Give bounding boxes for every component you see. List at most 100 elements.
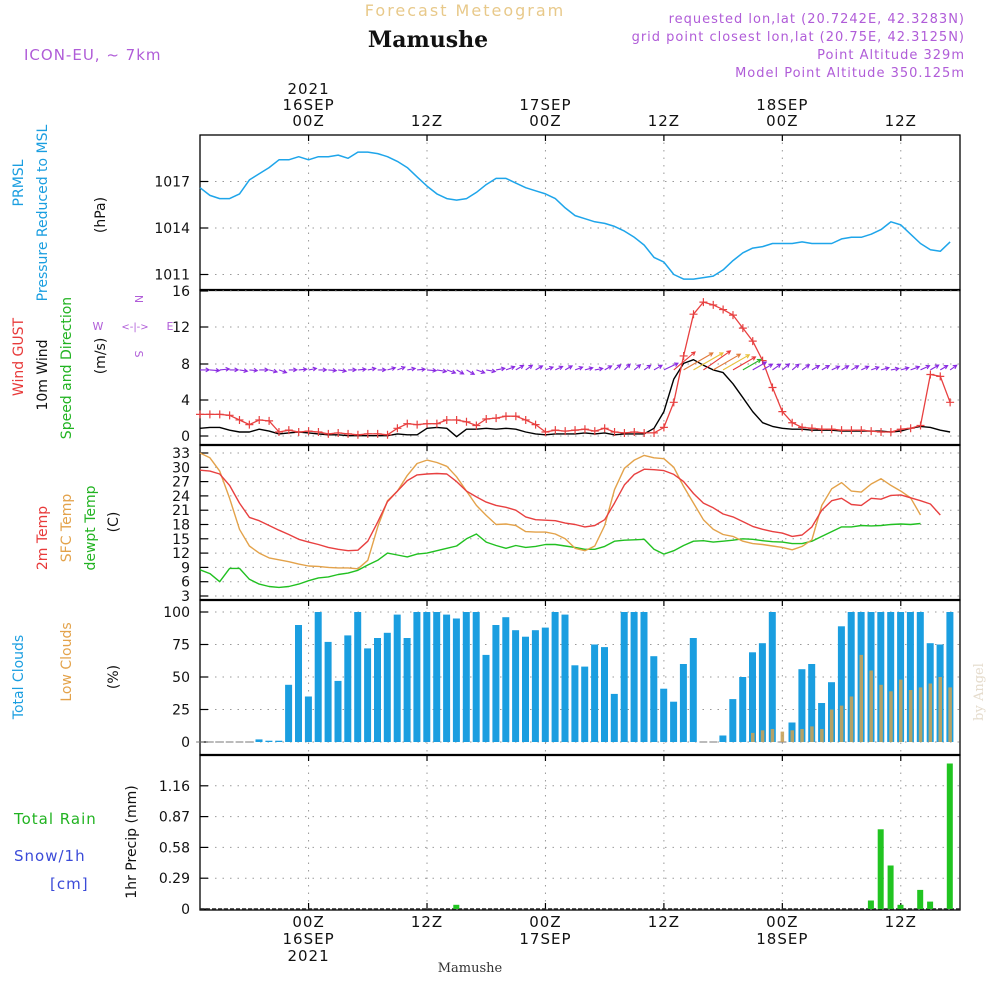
wind-gust-marker — [501, 412, 510, 421]
wind-direction-arrow — [683, 352, 714, 371]
wind-direction-arrow — [249, 367, 259, 373]
total-cloud-bar — [512, 630, 520, 742]
total-cloud-bar — [383, 632, 391, 742]
wind-direction-arrow — [496, 366, 506, 372]
time-label-bottom: 00Z — [529, 913, 561, 931]
wind-gust-marker — [304, 427, 313, 436]
wind-gust-marker — [245, 420, 254, 429]
rain-bar — [453, 904, 460, 909]
wind-direction-arrow — [732, 356, 757, 371]
total-cloud-bar — [749, 652, 756, 742]
axis-ticks: 1011101410170481216369121518212427303302… — [154, 135, 902, 918]
total-cloud-bar — [916, 612, 924, 742]
total-cloud-bar — [255, 739, 263, 742]
low-cloud-bar — [879, 684, 883, 742]
wind-direction-arrow — [515, 364, 525, 371]
wind-direction-arrow — [811, 365, 821, 371]
wind-gust-marker — [590, 427, 599, 436]
precip-axis-label: 1hr Precip (mm) — [124, 785, 140, 898]
wind-gust-marker — [442, 415, 451, 424]
wind-gust-marker — [669, 398, 678, 407]
wind-gust-marker — [334, 428, 343, 437]
compass-east: E — [167, 320, 174, 333]
time-label-top: 00Z — [292, 112, 324, 130]
wind-gust-marker — [196, 410, 204, 419]
clouds-ytick-label: 75 — [172, 638, 190, 654]
low-cloud-bar — [918, 687, 923, 742]
wind-direction-arrow — [318, 367, 328, 373]
total-cloud-bar — [591, 644, 599, 742]
wind-gust-marker — [659, 423, 668, 432]
total-cloud-bar — [739, 677, 747, 742]
wind-gust-marker — [511, 412, 520, 421]
precip-ytick-label: 0 — [181, 902, 190, 918]
rain-bar — [877, 829, 884, 909]
wind-direction-arrow — [910, 365, 921, 371]
wind-direction-arrow — [239, 368, 249, 374]
wind-direction-arrow — [535, 365, 544, 371]
temp-ytick-label: 27 — [172, 475, 190, 491]
wind-gust-marker — [936, 372, 945, 381]
total-cloud-bar — [265, 740, 273, 742]
total-cloud-bar — [472, 612, 480, 742]
wind-direction-arrow — [348, 367, 358, 373]
wind-direction-arrow — [367, 366, 377, 372]
total-cloud-bar — [906, 612, 914, 742]
time-label-bottom: 00Z — [292, 913, 324, 931]
wind-gust-marker — [768, 383, 777, 392]
wind-direction-arrow — [555, 365, 564, 371]
wind-direction-arrow — [417, 367, 427, 372]
wind-gust-marker — [610, 428, 619, 437]
total-cloud-bar — [601, 647, 608, 742]
total-cloud-bar — [660, 688, 668, 742]
total-cloud-bar — [482, 654, 490, 742]
wind-direction-arrow — [594, 366, 604, 372]
time-label-top: 12Z — [885, 112, 917, 130]
wind-direction-arrow — [712, 353, 742, 371]
total-cloud-bar — [897, 612, 905, 742]
wind-gust-marker — [353, 430, 362, 439]
total-cloud-bar — [630, 612, 638, 742]
total-cloud-bar — [561, 614, 569, 742]
total-cloud-bar — [403, 638, 411, 742]
time-label-top: 12Z — [648, 112, 680, 130]
low-cloud-bar — [751, 732, 755, 742]
low-cloud-bar — [889, 691, 893, 742]
time-label-top: 12Z — [411, 112, 443, 130]
wind-gust-marker — [630, 428, 639, 437]
time-label-top: 17SEP — [519, 96, 571, 114]
wind-ytick-label: 16 — [172, 284, 190, 300]
time-label-bottom: 16SEP — [283, 930, 335, 948]
total-cloud-bar — [689, 638, 697, 742]
wind-direction-arrow — [476, 369, 486, 375]
wind-direction-arrow — [900, 366, 910, 371]
total-cloud-bar — [719, 735, 727, 742]
time-label-bottom: 12Z — [411, 913, 443, 931]
total-cloud-bar — [285, 684, 293, 742]
grid-point-coords: grid point closest lon,lat (20.75E, 42.3… — [632, 30, 965, 45]
wind-direction-arrow — [949, 364, 958, 371]
wind-gust-marker — [748, 337, 757, 346]
wind-gust-marker — [600, 424, 609, 433]
wind-ytick-label: 12 — [172, 320, 190, 336]
wind-gust-marker — [274, 428, 283, 437]
wind-direction-label: Speed and Direction — [59, 297, 75, 439]
wind-gust-marker — [916, 421, 925, 430]
wind-direction-arrow — [920, 364, 931, 371]
wind-gust-marker — [551, 426, 560, 435]
wind-direction-arrow — [574, 365, 584, 371]
wind-gust-marker — [215, 410, 224, 419]
wind-gust-label: Wind GUST — [11, 317, 27, 396]
wind-gust-marker — [393, 424, 402, 433]
temp-ytick-label: 9 — [181, 560, 190, 576]
wind-direction-arrow — [357, 367, 368, 372]
wind-gust-marker — [314, 428, 323, 437]
total-cloud-bar — [808, 664, 816, 742]
precip-ytick-label: 0.87 — [159, 810, 190, 826]
total-cloud-bar — [364, 648, 372, 742]
low-cloud-bar — [829, 709, 834, 742]
clouds-ytick-label: 0 — [181, 735, 190, 751]
precip-ytick-label: 0.58 — [159, 840, 190, 856]
t2m-line — [199, 468, 941, 552]
